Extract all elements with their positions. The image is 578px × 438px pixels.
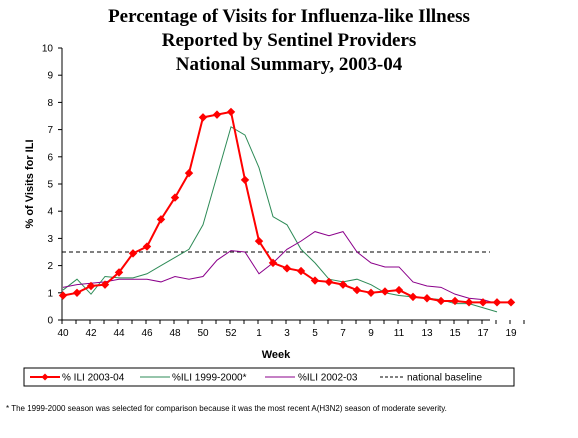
y-tick-label: 0 [47, 316, 53, 327]
x-tick-label: 9 [368, 328, 374, 339]
y-tick-label: 9 [47, 71, 53, 82]
x-tick-label: 1 [256, 328, 262, 339]
x-tick-label: 52 [225, 328, 237, 339]
legend-label: % ILI 2003-04 [62, 373, 125, 384]
x-tick-label: 46 [141, 328, 153, 339]
data-point-ili-2003-04 [478, 298, 488, 307]
x-tick-label: 44 [113, 328, 125, 339]
x-tick-label: 7 [340, 328, 346, 339]
data-point-ili-2003-04 [366, 288, 376, 298]
data-point-ili-2003-04 [156, 215, 166, 224]
data-point-ili-2003-04 [142, 242, 152, 251]
data-point-ili-2003-04 [254, 236, 264, 246]
data-point-ili-2003-04 [282, 264, 292, 273]
data-point-ili-2003-04 [324, 277, 334, 287]
series-layer [58, 107, 516, 313]
legend: % ILI 2003-04 %ILI 1999-2000* %ILI 2002-03… [23, 367, 515, 387]
x-tick-label: 13 [421, 328, 433, 339]
data-point-ili-2003-04 [464, 298, 474, 307]
legend-marker [41, 373, 49, 381]
x-tick-label: 5 [312, 328, 318, 339]
legend-label: %ILI 1999-2000* [172, 373, 247, 384]
series-line-ili-1999-2000 [62, 126, 498, 313]
y-tick-label: 10 [42, 44, 54, 55]
data-point-ili-2003-04 [408, 292, 418, 302]
legend-label: %ILI 2002-03 [298, 373, 358, 384]
x-tick-label: 42 [85, 328, 97, 339]
data-point-ili-2003-04 [492, 298, 502, 307]
series-line-ili-2003-04 [62, 110, 511, 304]
x-tick-label: 15 [449, 328, 461, 339]
data-point-ili-2003-04 [450, 296, 460, 306]
series-line-ili-2002-03 [62, 231, 498, 305]
y-axis-label: % of Visits for ILI [24, 139, 36, 228]
data-point-ili-2003-04 [226, 107, 236, 117]
y-tick-label: 3 [47, 234, 53, 245]
data-point-ili-2003-04 [268, 258, 278, 268]
chart-title-line-3: National Summary, 2003-04 [175, 54, 403, 75]
x-tick-label: 17 [477, 328, 489, 339]
data-point-ili-2003-04 [506, 298, 516, 307]
y-tick-label: 8 [47, 98, 53, 109]
y-tick-label: 7 [47, 125, 53, 136]
y-tick-label: 2 [47, 261, 53, 272]
data-point-ili-2003-04 [338, 280, 348, 289]
data-point-ili-2003-04 [212, 110, 222, 119]
data-point-ili-2003-04 [380, 287, 390, 296]
data-point-ili-2003-04 [436, 296, 446, 306]
data-point-ili-2003-04 [100, 280, 110, 289]
data-point-ili-2003-04 [394, 285, 404, 295]
data-point-ili-2003-04 [422, 294, 432, 303]
x-tick-label: 50 [197, 328, 209, 339]
data-point-ili-2003-04 [114, 268, 124, 277]
x-tick-label: 3 [284, 328, 290, 339]
chart-title-line-1: Percentage of Visits for Influenza-like … [108, 6, 470, 27]
y-tick-label: 4 [47, 207, 53, 218]
data-point-ili-2003-04 [86, 281, 96, 291]
x-tick-label: 19 [505, 328, 517, 339]
y-tick-label: 5 [47, 180, 53, 191]
data-point-ili-2003-04 [128, 249, 138, 258]
chart-title-line-2: Reported by Sentinel Providers [161, 30, 417, 51]
data-point-ili-2003-04 [170, 193, 180, 202]
data-point-ili-2003-04 [240, 175, 250, 185]
data-point-ili-2003-04 [310, 276, 320, 285]
y-tick-label: 6 [47, 152, 53, 163]
x-axis-label: Week [262, 349, 291, 361]
data-point-ili-2003-04 [72, 288, 82, 298]
x-tick-label: 11 [394, 328, 405, 339]
footnote: * The 1999-2000 season was selected for … [6, 404, 447, 413]
legend-label: national baseline [407, 373, 482, 384]
data-point-ili-2003-04 [184, 168, 194, 178]
data-point-ili-2003-04 [58, 291, 68, 300]
data-point-ili-2003-04 [352, 285, 362, 295]
x-tick-label: 40 [57, 328, 69, 339]
data-point-ili-2003-04 [198, 113, 208, 122]
y-tick-label: 1 [47, 288, 53, 299]
x-tick-label: 48 [169, 328, 181, 339]
data-point-ili-2003-04 [296, 266, 306, 276]
